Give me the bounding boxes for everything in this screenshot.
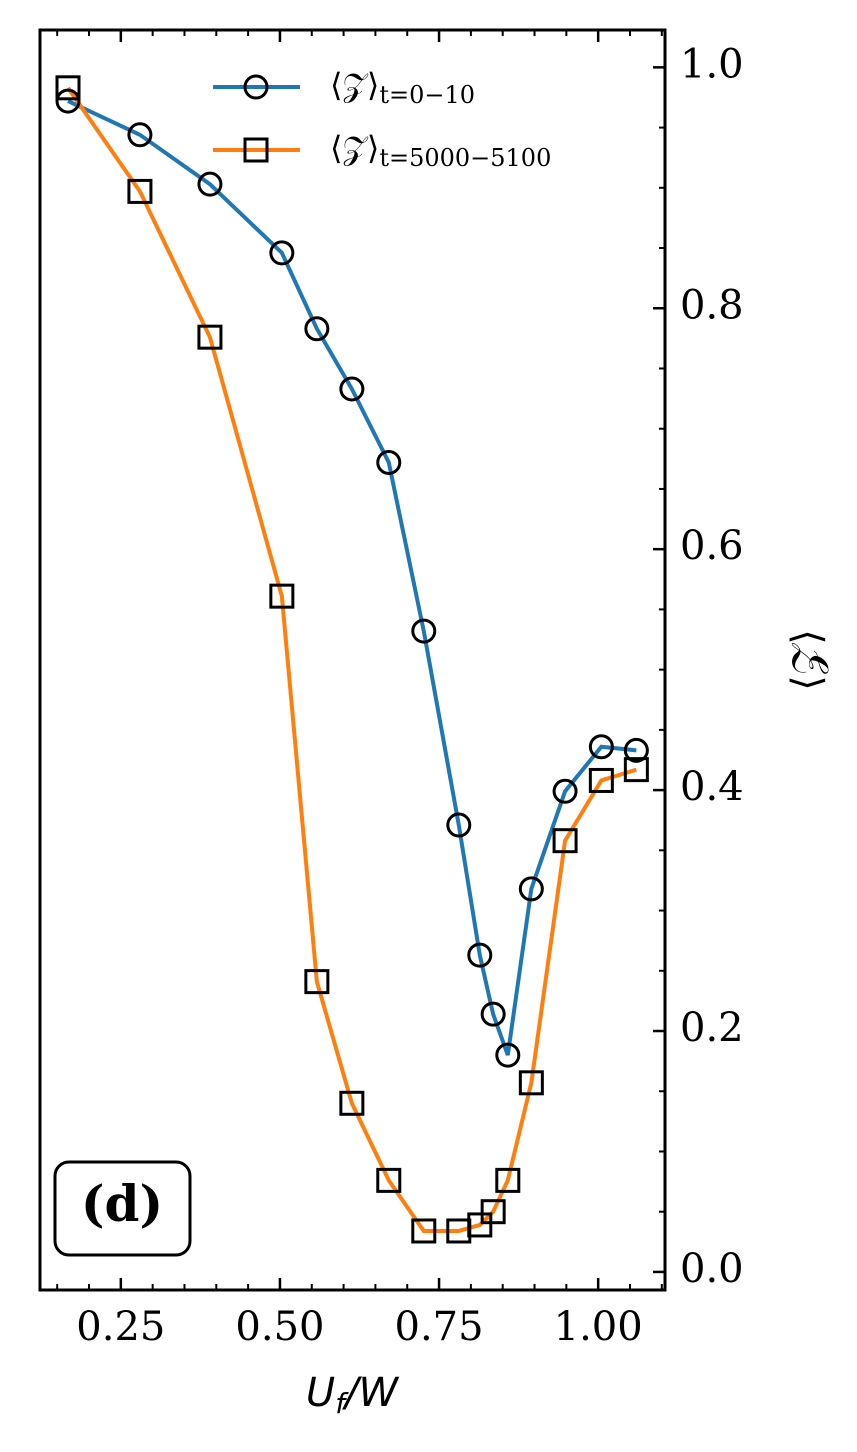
- y-tick-label: 0.8: [680, 282, 744, 328]
- data-marker: [269, 583, 295, 609]
- x-axis-label: Uf/W: [306, 1370, 400, 1420]
- data-marker: [467, 942, 493, 968]
- plot-frame: [38, 28, 667, 1292]
- annotation-box: [53, 1160, 192, 1257]
- y-tick-label: 0.0: [680, 1246, 744, 1292]
- data-marker: [518, 876, 544, 902]
- data-marker: [127, 122, 153, 148]
- x-tick-label: 0.50: [235, 1304, 324, 1350]
- data-marker: [623, 737, 649, 763]
- legend-label: ⟨𝒵⟩t=5000−5100: [330, 129, 551, 172]
- y-tick-label: 0.2: [680, 1005, 744, 1051]
- legend-name: ⟨𝒵⟩: [330, 66, 379, 104]
- data-marker: [588, 767, 614, 793]
- x-tick-label: 0.25: [76, 1304, 165, 1350]
- data-marker: [495, 1167, 521, 1193]
- data-marker: [55, 75, 81, 101]
- series-line: [67, 99, 637, 1056]
- data-marker: [55, 88, 81, 114]
- data-marker: [552, 828, 578, 854]
- y-tick-label: 0.6: [680, 523, 744, 569]
- y-axis-label: ⟨𝒵⟩: [784, 629, 830, 691]
- legend-label: ⟨𝒵⟩t=0−10: [330, 66, 475, 109]
- data-marker: [552, 778, 578, 804]
- data-marker: [304, 969, 330, 995]
- series-line: [66, 86, 637, 1233]
- data-marker: [411, 618, 437, 644]
- legend-marker: [243, 74, 269, 100]
- data-marker: [269, 240, 295, 266]
- data-marker: [376, 449, 402, 475]
- y-tick-label: 1.0: [680, 41, 744, 87]
- x-tick-label: 0.75: [395, 1304, 484, 1350]
- legend-name: ⟨𝒵⟩: [330, 129, 379, 167]
- y-tick-label: 0.4: [680, 764, 744, 810]
- data-marker: [127, 178, 153, 204]
- x-label-part: /W: [342, 1370, 399, 1416]
- data-marker: [588, 734, 614, 760]
- data-marker: [480, 1001, 506, 1027]
- data-marker: [197, 171, 223, 197]
- data-marker: [518, 1070, 544, 1096]
- data-marker: [376, 1167, 402, 1193]
- x-tick-label: 1.00: [554, 1304, 643, 1350]
- data-marker: [446, 812, 472, 838]
- data-marker: [467, 1212, 493, 1238]
- x-label-part: U: [306, 1370, 335, 1416]
- data-marker: [339, 1090, 365, 1116]
- data-marker: [495, 1042, 521, 1068]
- data-marker: [339, 376, 365, 402]
- data-marker: [480, 1199, 506, 1225]
- legend-subscript: t=0−10: [379, 81, 475, 109]
- data-marker: [623, 757, 649, 783]
- data-marker: [197, 324, 223, 350]
- legend-marker: [243, 137, 269, 163]
- legend-subscript: t=5000−5100: [379, 144, 551, 172]
- annotation: (d): [81, 1174, 163, 1233]
- data-marker: [304, 316, 330, 342]
- data-marker: [411, 1218, 437, 1244]
